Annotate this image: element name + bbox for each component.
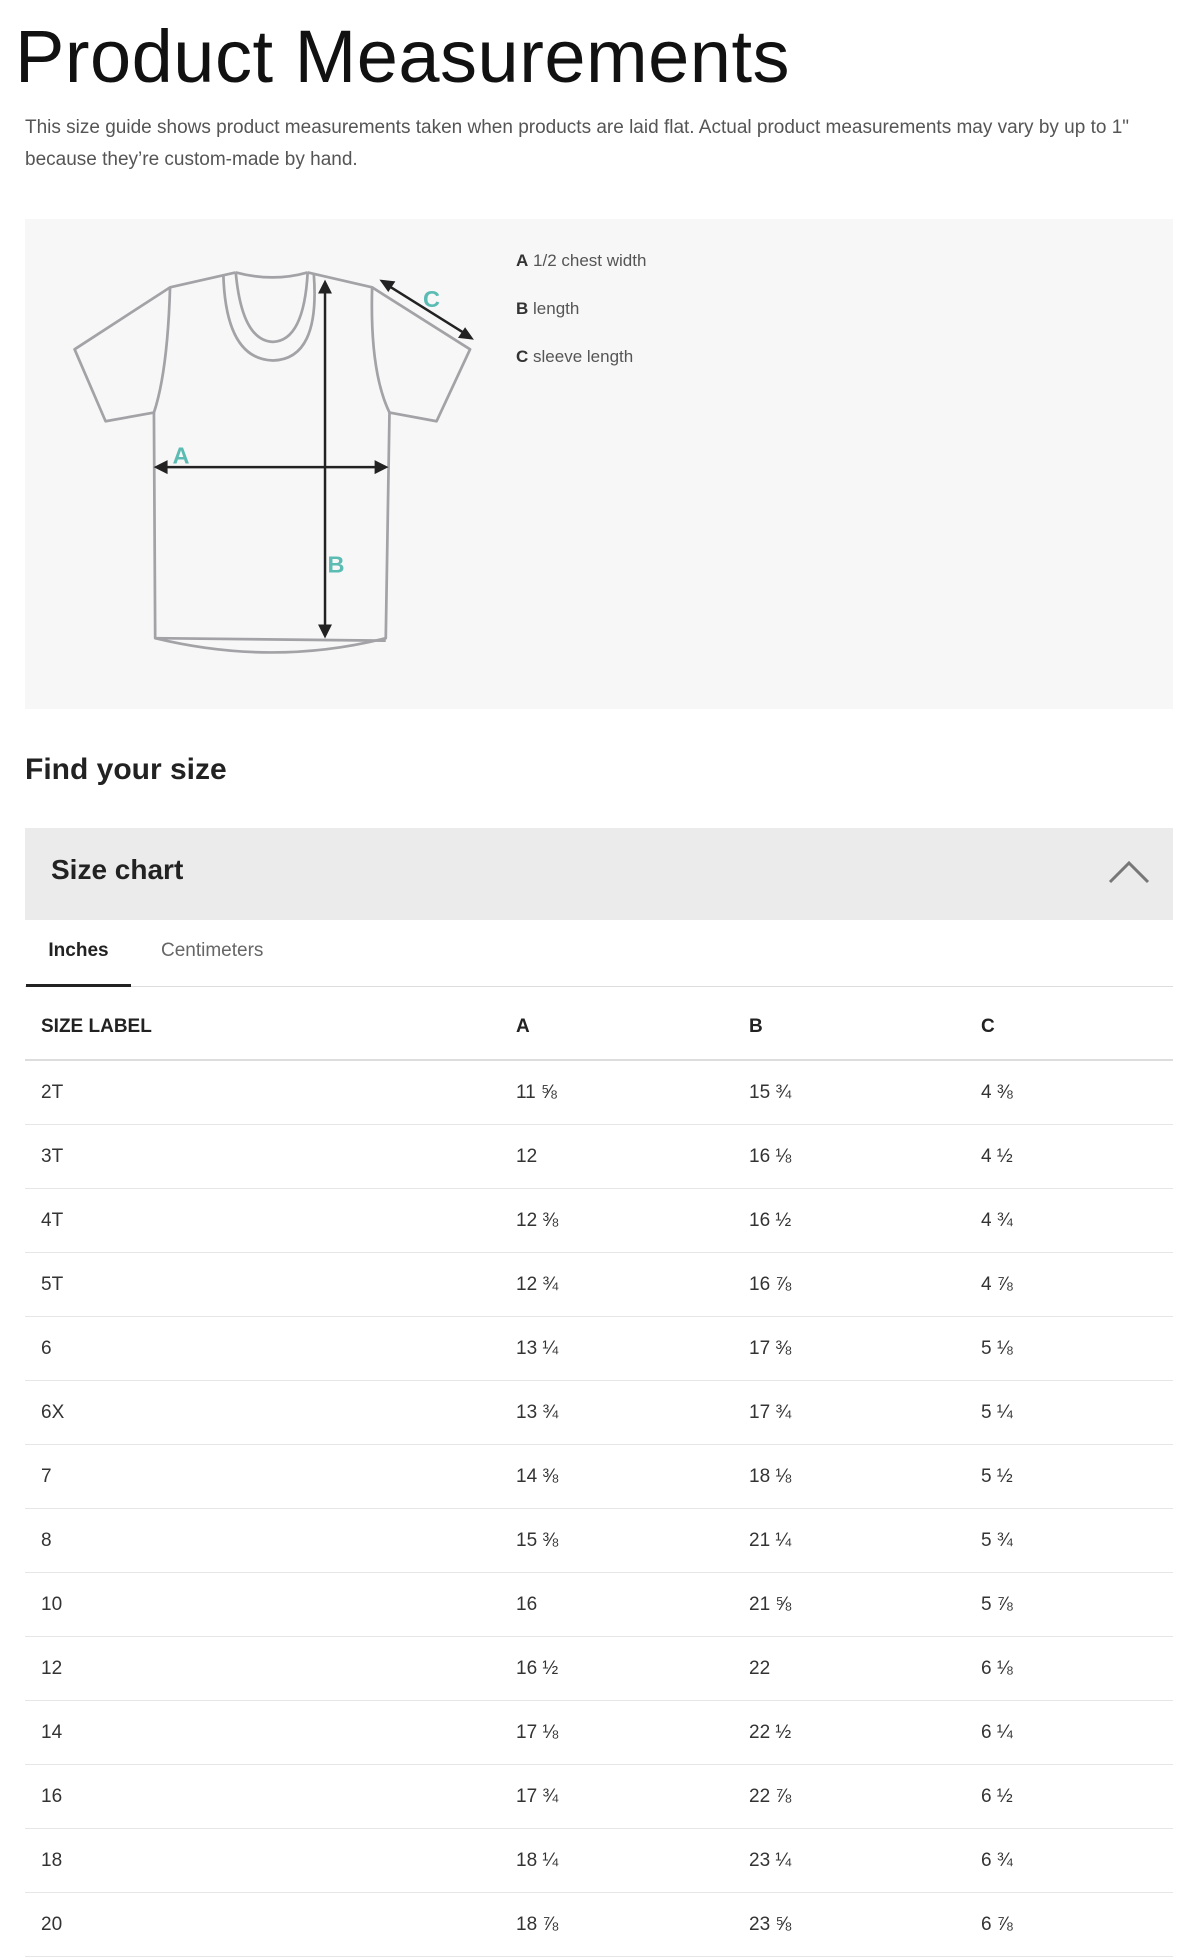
size-chart-accordion-toggle[interactable]: Size chart — [25, 828, 1173, 920]
cell-b: 21 ⅝ — [749, 1572, 981, 1637]
cell-a: 13 ¼ — [516, 1316, 749, 1381]
cell-b: 23 ¼ — [749, 1828, 981, 1893]
cell-c: 6 ½ — [981, 1764, 1173, 1829]
marker-c: C — [423, 286, 440, 312]
cell-c: 4 ⅜ — [981, 1060, 1173, 1125]
intro-text: This size guide shows product measuremen… — [25, 117, 1130, 170]
cell-c: 5 ⅞ — [981, 1572, 1173, 1637]
cell-size-label: 14 — [25, 1700, 516, 1765]
cell-a: 14 ⅜ — [516, 1444, 749, 1509]
marker-b: B — [327, 551, 344, 577]
cell-a: 13 ¾ — [516, 1380, 749, 1445]
cell-a: 12 ⅜ — [516, 1188, 749, 1253]
legend-item-b: B length — [516, 299, 580, 318]
tab-inches[interactable]: Inches — [26, 940, 131, 987]
legend-item-c: C sleeve length — [516, 347, 634, 366]
cell-a: 12 — [516, 1124, 749, 1189]
cell-size-label: 8 — [25, 1508, 516, 1573]
column-header-c: C — [981, 995, 1173, 1061]
cell-c: 6 ⅛ — [981, 1636, 1173, 1701]
cell-a: 17 ⅛ — [516, 1700, 749, 1765]
cell-size-label: 3T — [25, 1124, 516, 1189]
column-header-a: A — [516, 995, 749, 1061]
cell-c: 6 ¼ — [981, 1700, 1173, 1765]
cell-c: 6 ¾ — [981, 1828, 1173, 1893]
cell-c: 4 ½ — [981, 1124, 1173, 1189]
cell-size-label: 6 — [25, 1316, 516, 1381]
marker-a: A — [173, 442, 190, 468]
cell-size-label: 5T — [25, 1252, 516, 1317]
tab-centimeters[interactable]: Centimeters — [161, 940, 264, 961]
cell-a: 18 ⅞ — [516, 1892, 749, 1957]
cell-size-label: 20 — [25, 1892, 516, 1957]
cell-size-label: 6X — [25, 1380, 516, 1445]
cell-b: 17 ⅜ — [749, 1316, 981, 1381]
cell-c: 5 ¼ — [981, 1380, 1173, 1445]
cell-a: 16 ½ — [516, 1636, 749, 1701]
diagram-legend: A 1/2 chest width B length C sleeve leng… — [516, 251, 646, 395]
size-chart-title: Size chart — [51, 854, 184, 885]
cell-a: 16 — [516, 1572, 749, 1637]
cell-size-label: 7 — [25, 1444, 516, 1509]
cell-size-label: 16 — [25, 1764, 516, 1829]
cell-b: 17 ¾ — [749, 1380, 981, 1445]
cell-a: 15 ⅜ — [516, 1508, 749, 1573]
cell-size-label: 2T — [25, 1060, 516, 1125]
table-row: 12 16 ½ 22 6 ⅛ — [25, 1636, 1173, 1701]
tshirt-diagram-icon: A B C — [73, 271, 474, 654]
cell-c: 5 ½ — [981, 1444, 1173, 1509]
chevron-up-icon[interactable] — [1107, 856, 1151, 886]
cell-b: 21 ¼ — [749, 1508, 981, 1573]
cell-size-label: 18 — [25, 1828, 516, 1893]
cell-c: 5 ⅛ — [981, 1316, 1173, 1381]
legend-item-a: A 1/2 chest width — [516, 251, 647, 270]
cell-b: 16 ⅞ — [749, 1252, 981, 1317]
cell-a: 11 ⅝ — [516, 1060, 749, 1125]
cell-b: 22 ½ — [749, 1700, 981, 1765]
cell-b: 18 ⅛ — [749, 1444, 981, 1509]
cell-b: 16 ⅛ — [749, 1124, 981, 1189]
column-header-b: B — [749, 995, 981, 1061]
cell-size-label: 10 — [25, 1572, 516, 1637]
cell-b: 23 ⅝ — [749, 1892, 981, 1957]
cell-c: 4 ¾ — [981, 1188, 1173, 1253]
cell-c: 5 ¾ — [981, 1508, 1173, 1573]
find-size-heading: Find your size — [25, 753, 227, 786]
cell-a: 12 ¾ — [516, 1252, 749, 1317]
cell-b: 16 ½ — [749, 1188, 981, 1253]
cell-a: 17 ¾ — [516, 1764, 749, 1829]
measurement-diagram: A B C A 1/2 chest width B length C sleev… — [25, 219, 1173, 709]
cell-b: 22 — [749, 1636, 981, 1701]
column-header-size-label: SIZE LABEL — [25, 995, 516, 1061]
page-title: Product Measurements — [15, 15, 791, 98]
cell-size-label: 12 — [25, 1636, 516, 1701]
cell-c: 4 ⅞ — [981, 1252, 1173, 1317]
unit-tabs: Inches Centimeters — [25, 920, 1173, 987]
cell-c: 6 ⅞ — [981, 1892, 1173, 1957]
table-header-row: SIZE LABEL A B C — [25, 995, 1173, 1061]
cell-a: 18 ¼ — [516, 1828, 749, 1893]
cell-b: 22 ⅞ — [749, 1764, 981, 1829]
cell-size-label: 4T — [25, 1188, 516, 1253]
cell-b: 15 ¾ — [749, 1060, 981, 1125]
